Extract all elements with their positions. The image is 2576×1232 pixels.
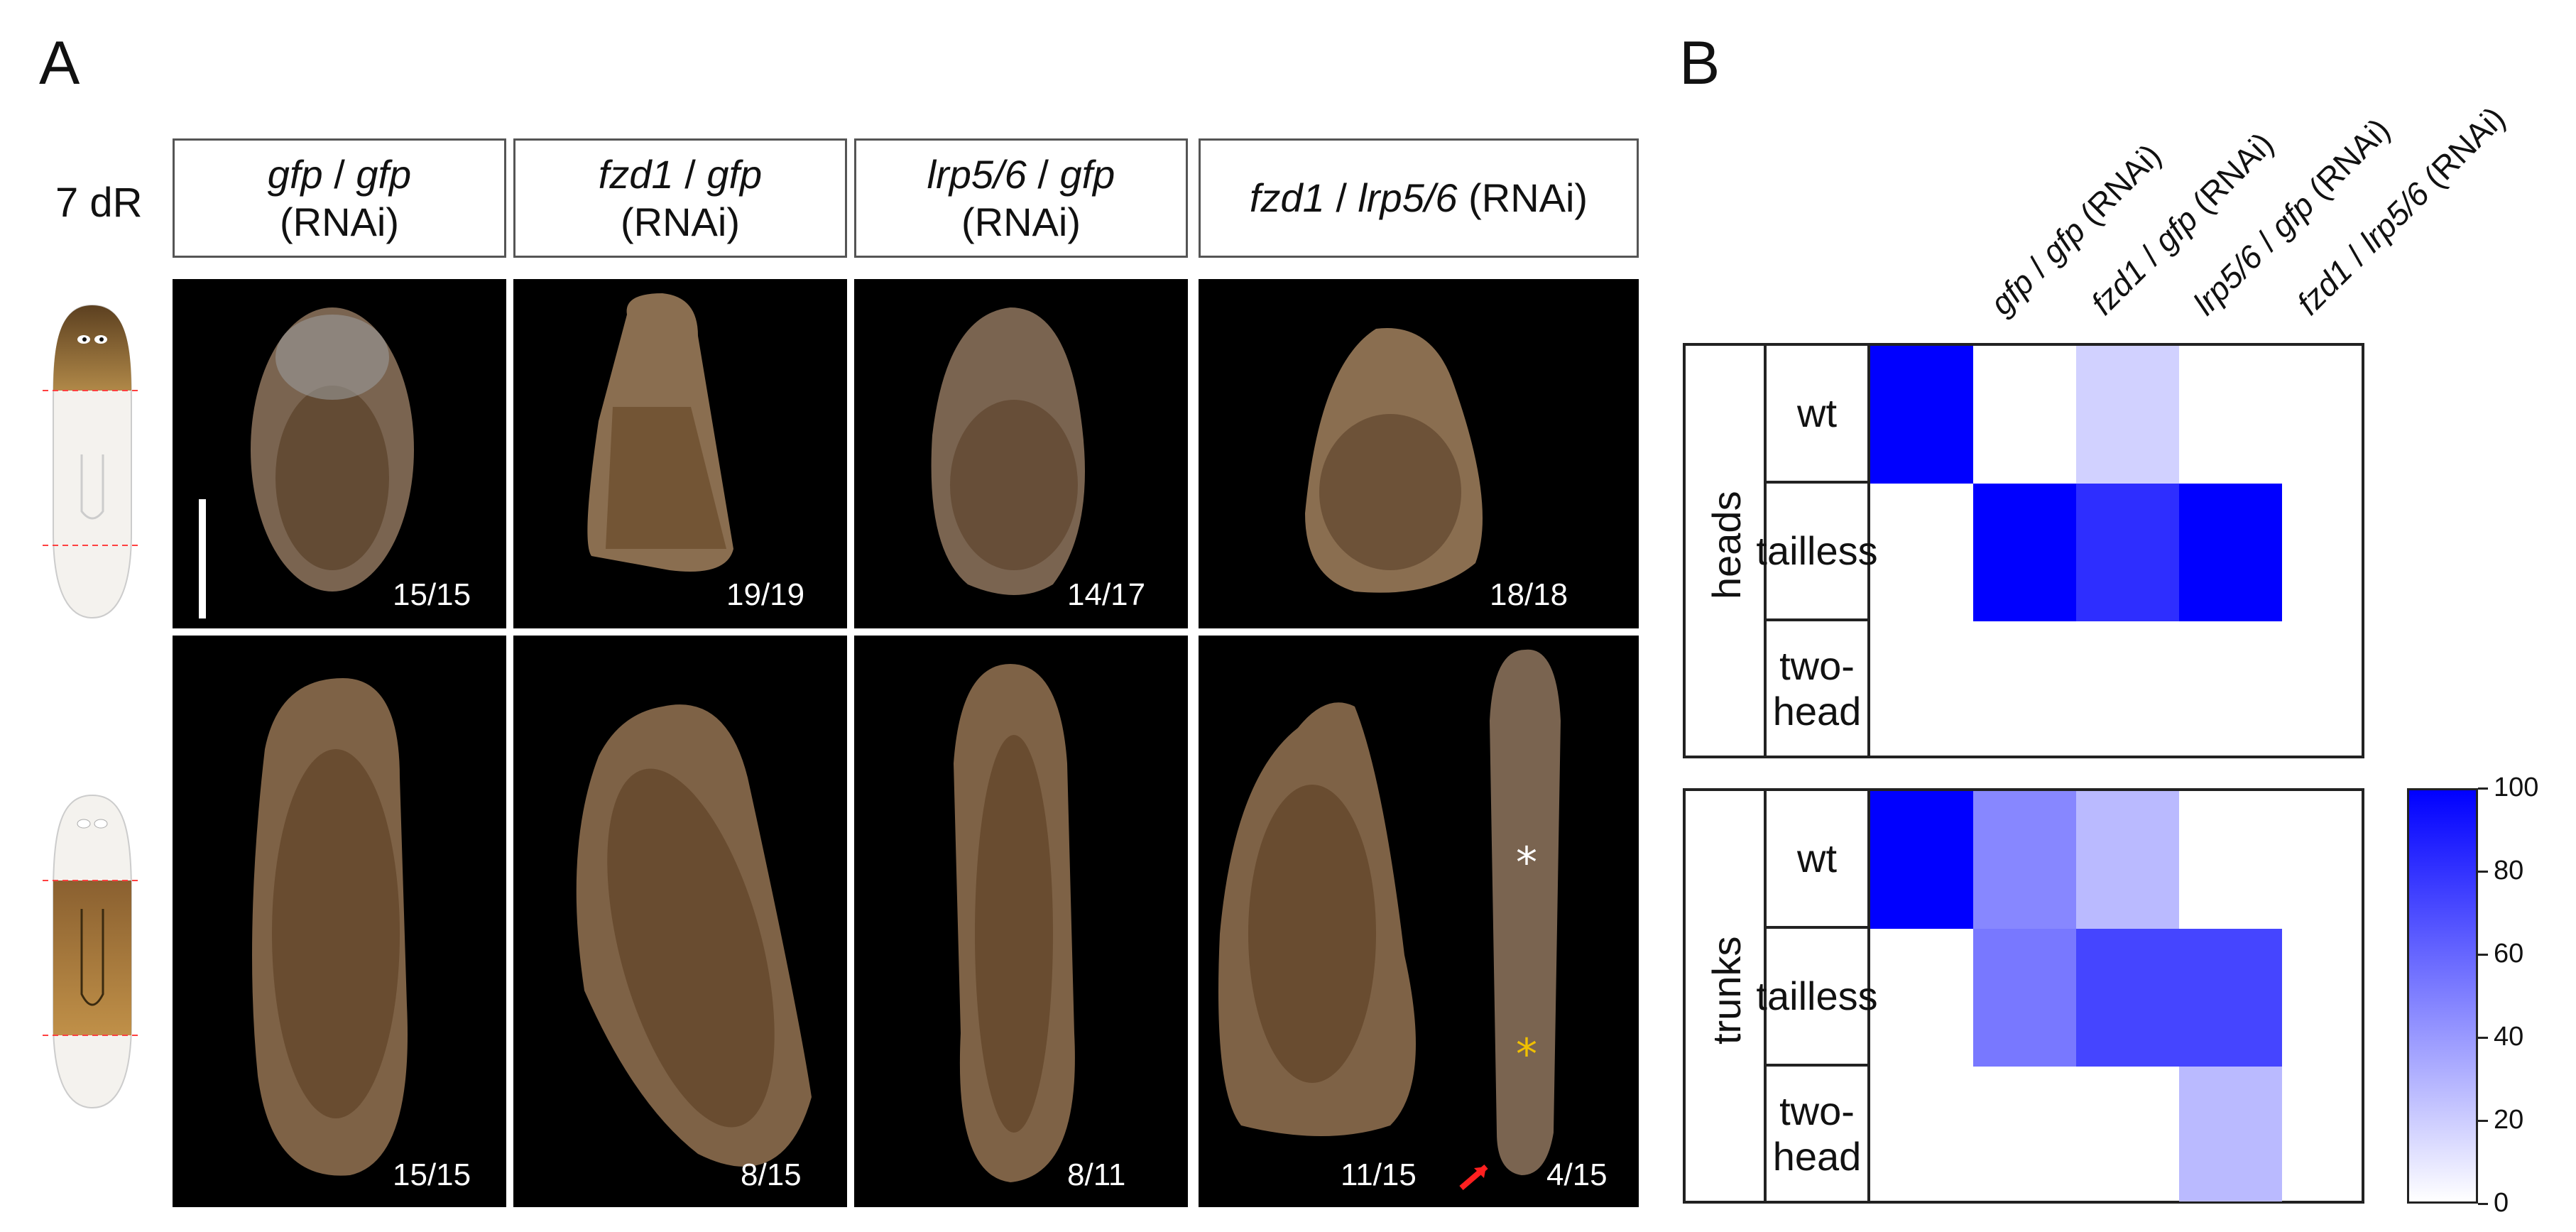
gene-2: gfp [706, 151, 763, 197]
colorbar-tick-label: 100 [2494, 773, 2539, 802]
image-trunk-gfp: 15/15 [173, 636, 506, 1207]
colorbar-tick-label: 60 [2494, 939, 2524, 969]
gene-2: lrp5/6 [1358, 175, 1458, 221]
heatmap-cell [2179, 1067, 2282, 1201]
image-trunk-fzd1-gfp: 8/15 [513, 636, 847, 1207]
count-label: 15/15 [393, 1157, 471, 1192]
colorbar-tick-mark [2478, 1203, 2488, 1205]
heatmap-col-label-2: fzd1 / gfp (RNAi) [2083, 125, 2281, 322]
sep: / [1324, 175, 1358, 221]
image-head-fzd1-gfp: 19/19 [513, 279, 847, 628]
panel-a-letter: A [39, 29, 80, 97]
rnai-label: (RNAi) [621, 200, 740, 244]
heatmap-cell [1870, 346, 1973, 484]
row-label-two-head: two-head [1772, 643, 1862, 734]
count-label: 4/15 [1546, 1157, 1608, 1192]
colorbar-tick-label: 40 [2494, 1022, 2524, 1052]
time-point-label: 7 dR [55, 180, 143, 226]
rnai-label: (RNAi) [1457, 175, 1588, 221]
row-label-wt: wt [1797, 390, 1837, 435]
image-trunk-lrp56-gfp: 8/11 [854, 636, 1188, 1207]
sep: / [673, 151, 707, 197]
colorbar-tick-mark [2478, 787, 2488, 790]
row-label-tailless: tailless [1756, 528, 1878, 573]
heatmap-cell [2076, 346, 2179, 484]
count-label: 8/15 [741, 1157, 802, 1192]
trunk-fragment-schematic [43, 794, 142, 1109]
count-label: 15/15 [393, 577, 471, 612]
gene-1: fzd1 [598, 151, 674, 197]
sep: / [1026, 151, 1060, 197]
group-label-trunks: trunks [1704, 936, 1749, 1045]
heatmap-cell [2076, 484, 2179, 621]
group-label-heads: heads [1704, 491, 1749, 599]
col-header-2: fzd1 / gfp (RNAi) [513, 138, 847, 258]
heatmap-cell [2076, 791, 2179, 929]
heatmap-col-label-1: gfp / gfp (RNAi) [1982, 136, 2168, 322]
gene-1: lrp5/6 [927, 151, 1027, 197]
heatmap-cell [1973, 791, 2076, 929]
heatmap-heads: heads wt tailless two-head [1683, 343, 2364, 758]
heatmap-cell [1973, 929, 2076, 1067]
scale-bar [199, 499, 206, 618]
heatmap-cell [2179, 929, 2282, 1067]
col-header-1: gfp / gfp (RNAi) [173, 138, 506, 258]
colorbar-tick-label: 0 [2494, 1188, 2509, 1218]
panel-b-letter: B [1679, 29, 1720, 97]
colorbar-tick-mark [2478, 1120, 2488, 1122]
image-head-fzd1-lrp56: 18/18 [1199, 279, 1639, 628]
rnai-label: (RNAi) [280, 200, 399, 244]
colorbar-tick-label: 80 [2494, 856, 2524, 885]
colorbar [2407, 788, 2478, 1204]
sep: / [322, 151, 356, 197]
heatmap-trunks: trunks wt tailless two-head [1683, 788, 2364, 1204]
heatmap-col-label-3: lrp5/6 / gfp (RNAi) [2185, 111, 2397, 322]
gene-2: gfp [356, 151, 412, 197]
rnai-label: (RNAi) [961, 200, 1081, 244]
gene-1: gfp [267, 151, 323, 197]
heatmap-cell [2179, 484, 2282, 621]
row-label-tailless: tailless [1756, 973, 1878, 1018]
col-header-4: fzd1 / lrp5/6 (RNAi) [1199, 138, 1639, 258]
row-label-two-head: two-head [1772, 1088, 1862, 1179]
count-label: 18/18 [1490, 577, 1568, 612]
colorbar-tick-mark [2478, 871, 2488, 873]
col-header-3: lrp5/6 / gfp (RNAi) [854, 138, 1188, 258]
row-label-wt: wt [1797, 835, 1837, 881]
heatmap-cell [2076, 929, 2179, 1067]
asterisk-yellow: * [1516, 1030, 1537, 1079]
count-label: 14/17 [1067, 577, 1146, 612]
gene-2: gfp [1059, 151, 1115, 197]
gene-1: fzd1 [1249, 175, 1325, 221]
image-trunk-fzd1-lrp56: * * 11/15 4/15 [1199, 636, 1639, 1207]
asterisk-white: * [1516, 838, 1537, 888]
image-head-gfp: 15/15 [173, 279, 506, 628]
head-fragment-schematic [43, 304, 142, 619]
count-label: 11/15 [1341, 1157, 1417, 1192]
heatmap-cell [1870, 791, 1973, 929]
colorbar-tick-mark [2478, 954, 2488, 956]
image-head-lrp56-gfp: 14/17 [854, 279, 1188, 628]
colorbar-tick-label: 20 [2494, 1105, 2524, 1135]
heatmap-cell [1973, 484, 2076, 621]
count-label: 8/11 [1067, 1157, 1126, 1192]
count-label: 19/19 [726, 577, 805, 612]
colorbar-tick-mark [2478, 1037, 2488, 1039]
